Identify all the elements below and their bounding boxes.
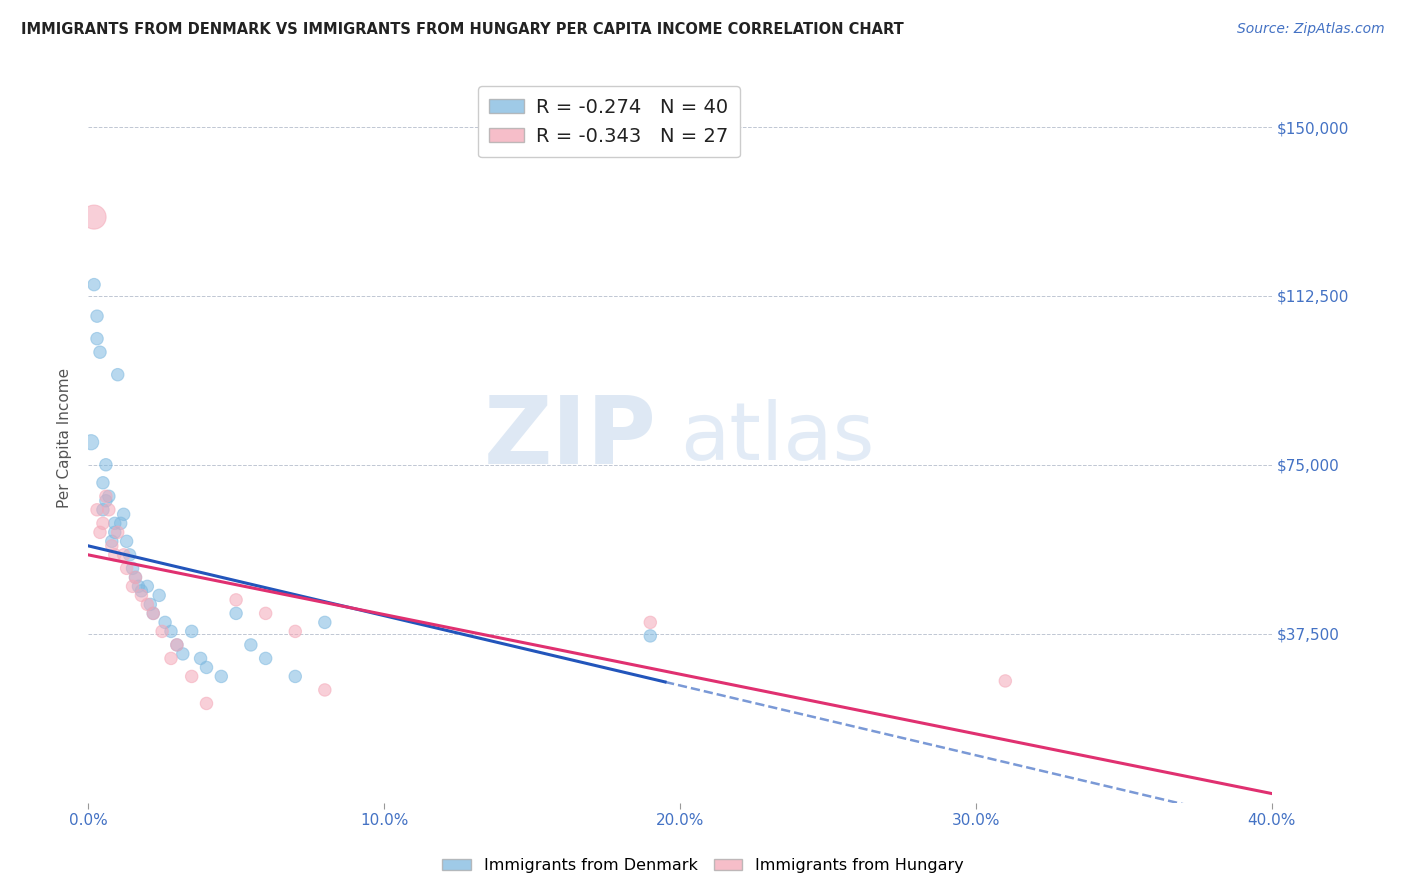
- Point: [83, 210, 105, 224]
- Point: [160, 651, 183, 665]
- Point: [314, 682, 336, 697]
- Point: [195, 697, 218, 711]
- Point: [994, 673, 1017, 688]
- Point: [97, 503, 120, 517]
- Point: [180, 669, 202, 683]
- Text: ZIP: ZIP: [484, 392, 657, 483]
- Point: [115, 534, 138, 549]
- Point: [80, 435, 103, 450]
- Text: Source: ZipAtlas.com: Source: ZipAtlas.com: [1237, 22, 1385, 37]
- Text: atlas: atlas: [681, 399, 875, 476]
- Point: [101, 534, 124, 549]
- Point: [104, 525, 127, 540]
- Point: [124, 570, 146, 584]
- Point: [118, 548, 141, 562]
- Point: [94, 489, 117, 503]
- Point: [127, 579, 149, 593]
- Point: [254, 651, 277, 665]
- Legend: Immigrants from Denmark, Immigrants from Hungary: Immigrants from Denmark, Immigrants from…: [436, 852, 970, 880]
- Point: [91, 516, 114, 531]
- Point: [89, 525, 111, 540]
- Point: [91, 503, 114, 517]
- Point: [284, 669, 307, 683]
- Point: [254, 607, 277, 621]
- Point: [166, 638, 188, 652]
- Text: IMMIGRANTS FROM DENMARK VS IMMIGRANTS FROM HUNGARY PER CAPITA INCOME CORRELATION: IMMIGRANTS FROM DENMARK VS IMMIGRANTS FR…: [21, 22, 904, 37]
- Point: [239, 638, 262, 652]
- Point: [136, 598, 159, 612]
- Legend: R = -0.274   N = 40, R = -0.343   N = 27: R = -0.274 N = 40, R = -0.343 N = 27: [478, 87, 740, 157]
- Point: [86, 503, 108, 517]
- Point: [86, 332, 108, 346]
- Point: [136, 579, 159, 593]
- Point: [94, 458, 117, 472]
- Point: [195, 660, 218, 674]
- Point: [131, 583, 153, 598]
- Point: [121, 579, 143, 593]
- Point: [172, 647, 194, 661]
- Point: [131, 588, 153, 602]
- Point: [209, 669, 232, 683]
- Point: [142, 607, 165, 621]
- Point: [121, 561, 143, 575]
- Point: [225, 593, 247, 607]
- Point: [225, 607, 247, 621]
- Point: [314, 615, 336, 630]
- Point: [89, 345, 111, 359]
- Point: [166, 638, 188, 652]
- Point: [148, 588, 170, 602]
- Point: [107, 368, 129, 382]
- Point: [180, 624, 202, 639]
- Point: [112, 548, 135, 562]
- Point: [101, 539, 124, 553]
- Point: [104, 548, 127, 562]
- Point: [97, 489, 120, 503]
- Point: [86, 309, 108, 323]
- Point: [83, 277, 105, 292]
- Point: [160, 624, 183, 639]
- Point: [107, 525, 129, 540]
- Point: [142, 607, 165, 621]
- Point: [94, 493, 117, 508]
- Point: [139, 598, 162, 612]
- Point: [115, 561, 138, 575]
- Point: [124, 570, 146, 584]
- Point: [640, 615, 662, 630]
- Point: [190, 651, 212, 665]
- Y-axis label: Per Capita Income: Per Capita Income: [58, 368, 72, 508]
- Point: [640, 629, 662, 643]
- Point: [91, 475, 114, 490]
- Point: [104, 516, 127, 531]
- Point: [150, 624, 173, 639]
- Point: [153, 615, 176, 630]
- Point: [112, 508, 135, 522]
- Point: [284, 624, 307, 639]
- Point: [110, 516, 132, 531]
